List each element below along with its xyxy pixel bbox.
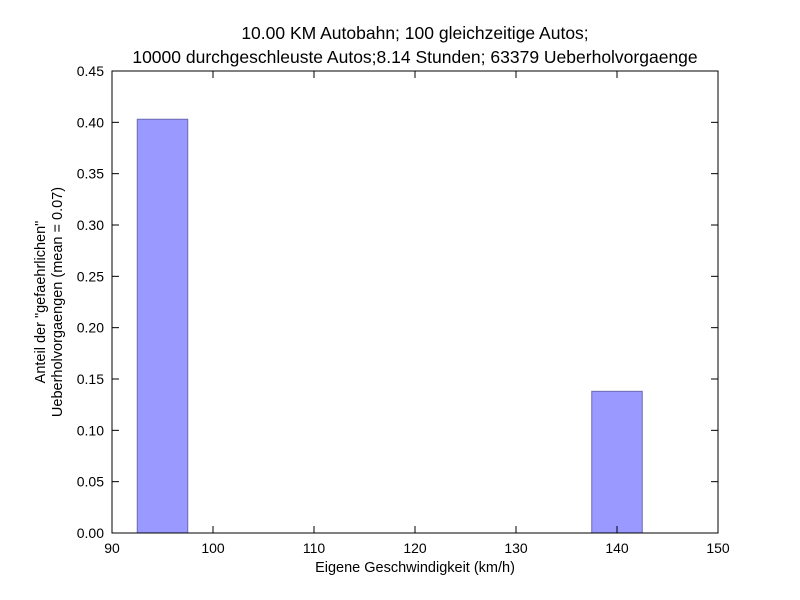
y-tick-label-6: 0.30 — [77, 217, 104, 233]
bar-0 — [136, 118, 189, 534]
x-tick-label-4: 130 — [504, 540, 528, 556]
y-axis-label-line-2: Ueberholvorgaengen (mean = 0.07) — [50, 187, 66, 417]
y-tick-label-7: 0.35 — [77, 166, 104, 182]
y-axis-label: Anteil der "gefaehrlichen" Ueberholvorga… — [33, 187, 66, 417]
ticks-layer: 90 100 110 120 130 140 150 0.00 0.05 0.10 0.15 0.20… — [77, 63, 730, 556]
chart-title-line-2: 10000 durchgeschleuste Autos;8.14 Stunde… — [132, 47, 697, 67]
y-tick-label-2: 0.10 — [77, 422, 104, 438]
y-axis-label-line-1: Anteil der "gefaehrlichen" — [33, 221, 49, 384]
chart-title-line-1: 10.00 KM Autobahn; 100 gleichzeitige Aut… — [241, 23, 588, 43]
x-axis-label: Eigene Geschwindigkeit (km/h) — [315, 560, 515, 576]
x-tick-label-2: 110 — [303, 540, 326, 556]
x-tick-label-0: 90 — [104, 540, 120, 556]
y-tick-label-3: 0.15 — [77, 371, 104, 387]
bars-layer — [136, 118, 643, 534]
y-tick-label-8: 0.40 — [77, 114, 104, 130]
x-tick-label-6: 150 — [706, 540, 730, 556]
y-tick-label-5: 0.25 — [77, 268, 104, 284]
x-tick-label-5: 140 — [605, 540, 629, 556]
bar-1 — [591, 390, 643, 534]
y-tick-label-0: 0.00 — [77, 525, 104, 541]
y-tick-label-1: 0.05 — [77, 474, 104, 490]
y-tick-label-4: 0.20 — [77, 320, 104, 336]
plot-area-frame — [111, 70, 719, 534]
chart-title: 10.00 KM Autobahn; 100 gleichzeitige Aut… — [132, 23, 697, 67]
x-tick-label-3: 120 — [403, 540, 427, 556]
y-tick-label-9: 0.45 — [77, 63, 104, 79]
x-tick-label-1: 100 — [201, 540, 225, 556]
